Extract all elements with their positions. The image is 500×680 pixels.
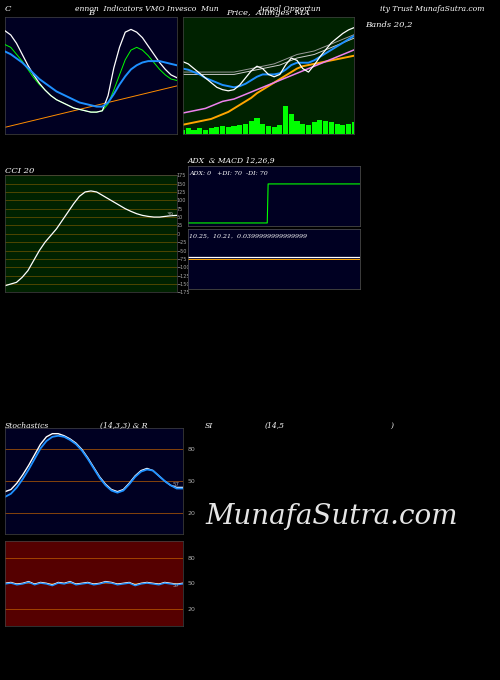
Bar [306, 125, 311, 134]
Bar [318, 120, 322, 134]
Text: 57: 57 [172, 481, 180, 487]
Text: 39: 39 [167, 212, 174, 217]
Bar [232, 126, 236, 134]
Bar [283, 106, 288, 134]
Bar [266, 126, 271, 134]
Title: Price,  Allinges  MA: Price, Allinges MA [226, 9, 310, 17]
Bar [192, 129, 196, 134]
Bar [323, 121, 328, 134]
Bar [278, 125, 282, 134]
Bar [237, 125, 242, 134]
Bar [214, 127, 220, 134]
Bar [254, 118, 260, 134]
Bar [329, 122, 334, 134]
Text: 10.25,  10.21,  0.0399999999999999: 10.25, 10.21, 0.0399999999999999 [189, 234, 307, 239]
Text: ): ) [390, 422, 393, 430]
Text: Bands 20,2: Bands 20,2 [365, 20, 412, 29]
Bar [220, 126, 225, 134]
Bar [226, 127, 231, 134]
Bar [180, 129, 185, 134]
Bar [203, 129, 208, 134]
Bar [352, 122, 357, 134]
Bar [334, 124, 340, 134]
Bar [186, 129, 191, 134]
Text: SI: SI [205, 422, 213, 430]
Bar [248, 121, 254, 134]
Text: C: C [5, 5, 12, 13]
Text: 57: 57 [172, 583, 180, 588]
Text: ADX  & MACD 12,26,9: ADX & MACD 12,26,9 [188, 156, 275, 165]
Text: Stochastics: Stochastics [5, 422, 49, 430]
Bar [197, 129, 202, 134]
Bar [272, 127, 276, 134]
Text: (14,5: (14,5 [265, 422, 285, 430]
Bar [288, 114, 294, 134]
Bar [294, 121, 300, 134]
Text: CCI 20: CCI 20 [5, 167, 34, 175]
Bar [243, 124, 248, 134]
Text: icipal Opportun: icipal Opportun [260, 5, 320, 13]
Bar [260, 124, 265, 134]
Bar [300, 124, 306, 134]
Text: MunafaSutra.com: MunafaSutra.com [205, 503, 458, 530]
Bar [208, 129, 214, 134]
Bar [312, 122, 317, 134]
Text: (14,3,3) & R: (14,3,3) & R [100, 422, 148, 430]
Text: ADX: 0   +DI: 70  -DI: 70: ADX: 0 +DI: 70 -DI: 70 [189, 171, 268, 175]
Bar [346, 124, 351, 134]
Bar [340, 125, 345, 134]
Text: ennon  Indicators VMO Invesco  Mun: ennon Indicators VMO Invesco Mun [75, 5, 219, 13]
Text: ity Trust MunafaSutra.com: ity Trust MunafaSutra.com [380, 5, 484, 13]
Title: B: B [88, 9, 94, 17]
